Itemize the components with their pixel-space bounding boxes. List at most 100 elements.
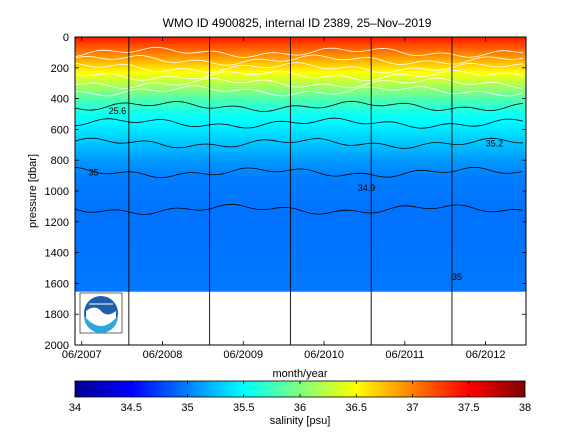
- heat-band: [75, 40, 526, 43]
- heat-band: [75, 69, 526, 72]
- heat-band: [75, 89, 526, 92]
- heat-band: [75, 87, 526, 90]
- heat-band: [75, 187, 526, 191]
- y-tick-label: 200: [51, 63, 69, 75]
- heat-band: [75, 288, 526, 291]
- colorbar-tick-label: 34: [69, 402, 81, 414]
- heat-band: [75, 130, 526, 134]
- heat-band: [75, 244, 526, 248]
- x-tick-label: 06/2007: [62, 349, 102, 361]
- contour-line: [75, 137, 523, 149]
- heat-band: [75, 212, 526, 215]
- y-tick-label: 1600: [45, 278, 69, 290]
- heat-band: [75, 70, 526, 74]
- heat-band: [75, 147, 526, 151]
- heat-band: [75, 183, 526, 186]
- heat-band: [75, 278, 526, 281]
- colorbar-ticks: 34 34.5 35 35.5 36 36.5 37 37.5 38: [69, 381, 531, 414]
- heat-band: [75, 229, 526, 232]
- contour-line: [75, 54, 524, 66]
- heat-band: [75, 120, 526, 123]
- heat-band: [75, 284, 526, 288]
- heat-band: [75, 175, 526, 178]
- heat-band: [75, 154, 526, 157]
- x-axis: 06/2007 06/2008 06/2009 06/2010 06/2011 06/20…: [62, 37, 505, 361]
- heat-band: [75, 252, 526, 255]
- heat-band: [75, 163, 526, 166]
- heat-band: [75, 41, 526, 44]
- contour-lines: [75, 46, 524, 215]
- heat-band: [75, 47, 526, 50]
- y-tick-label: 1000: [45, 186, 69, 198]
- heat-band: [75, 146, 526, 149]
- heat-band: [75, 46, 526, 49]
- heat-band: [75, 92, 526, 95]
- heat-band: [75, 224, 526, 228]
- heat-band: [75, 180, 526, 183]
- heat-band: [75, 134, 526, 137]
- heat-band: [75, 275, 526, 278]
- colorbar-tick-label: 35: [181, 402, 193, 414]
- y-axis-label: pressure [dbar]: [27, 154, 39, 228]
- heat-band: [75, 124, 526, 127]
- heat-band: [75, 255, 526, 258]
- heat-band: [75, 251, 526, 254]
- heatmap-bands: [75, 37, 526, 292]
- contour-label: 25.6: [109, 106, 127, 116]
- heat-band: [75, 247, 526, 251]
- y-tick-label: 0: [63, 32, 69, 44]
- heat-band: [75, 52, 526, 55]
- heat-band: [75, 67, 526, 70]
- heat-band: [75, 207, 526, 211]
- heat-band: [75, 261, 526, 264]
- heat-band: [75, 181, 526, 184]
- heat-band: [75, 194, 526, 197]
- heat-band: [75, 246, 526, 249]
- contour-line: [75, 100, 524, 112]
- heat-band: [75, 271, 526, 274]
- heat-band: [75, 55, 526, 58]
- heat-band: [75, 64, 526, 67]
- heat-band: [75, 127, 526, 130]
- heat-band: [75, 115, 526, 118]
- heat-band: [75, 38, 526, 41]
- colorbar-tick-label: 37.5: [458, 402, 479, 414]
- contour-label: 35.2: [486, 138, 504, 148]
- x-tick-label: 06/2010: [304, 349, 344, 361]
- y-tick-label: 2000: [45, 340, 69, 352]
- contour-line: [75, 85, 524, 97]
- heat-band: [75, 211, 526, 214]
- heat-band: [75, 241, 526, 244]
- heat-band: [75, 60, 526, 63]
- heat-band: [75, 257, 526, 260]
- heat-band: [75, 277, 526, 280]
- heat-band: [75, 170, 526, 174]
- heat-band: [75, 266, 526, 269]
- colorbar-tick-label: 35.5: [233, 402, 254, 414]
- heat-band: [75, 217, 526, 220]
- heat-band: [75, 191, 526, 194]
- contour-labels: 25.6 35.2 35 34.9 35: [88, 106, 503, 282]
- heat-band: [75, 227, 526, 231]
- chart-title: WMO ID 4900825, internal ID 2389, 25–Nov…: [163, 16, 432, 30]
- y-tick-label: 1200: [45, 217, 69, 229]
- heat-band: [75, 177, 526, 180]
- heat-band: [75, 243, 526, 246]
- heat-band: [75, 49, 526, 52]
- heat-band: [75, 144, 526, 147]
- heat-band: [75, 58, 526, 61]
- heat-band: [75, 164, 526, 167]
- heat-band: [75, 50, 526, 53]
- heat-band: [75, 100, 526, 103]
- y-axis: 0 200 400 600 800 1000 1200 1400 1600 1800 2000: [45, 32, 526, 352]
- contour-label: 35: [452, 272, 462, 282]
- heat-band: [75, 109, 526, 112]
- colorbar-tick-label: 38: [519, 402, 531, 414]
- heat-band: [75, 232, 526, 235]
- contour-line: [75, 62, 524, 74]
- y-tick-label: 800: [51, 155, 69, 167]
- heat-band: [75, 283, 526, 286]
- heat-band: [75, 72, 526, 75]
- x-tick-label: 06/2009: [223, 349, 263, 361]
